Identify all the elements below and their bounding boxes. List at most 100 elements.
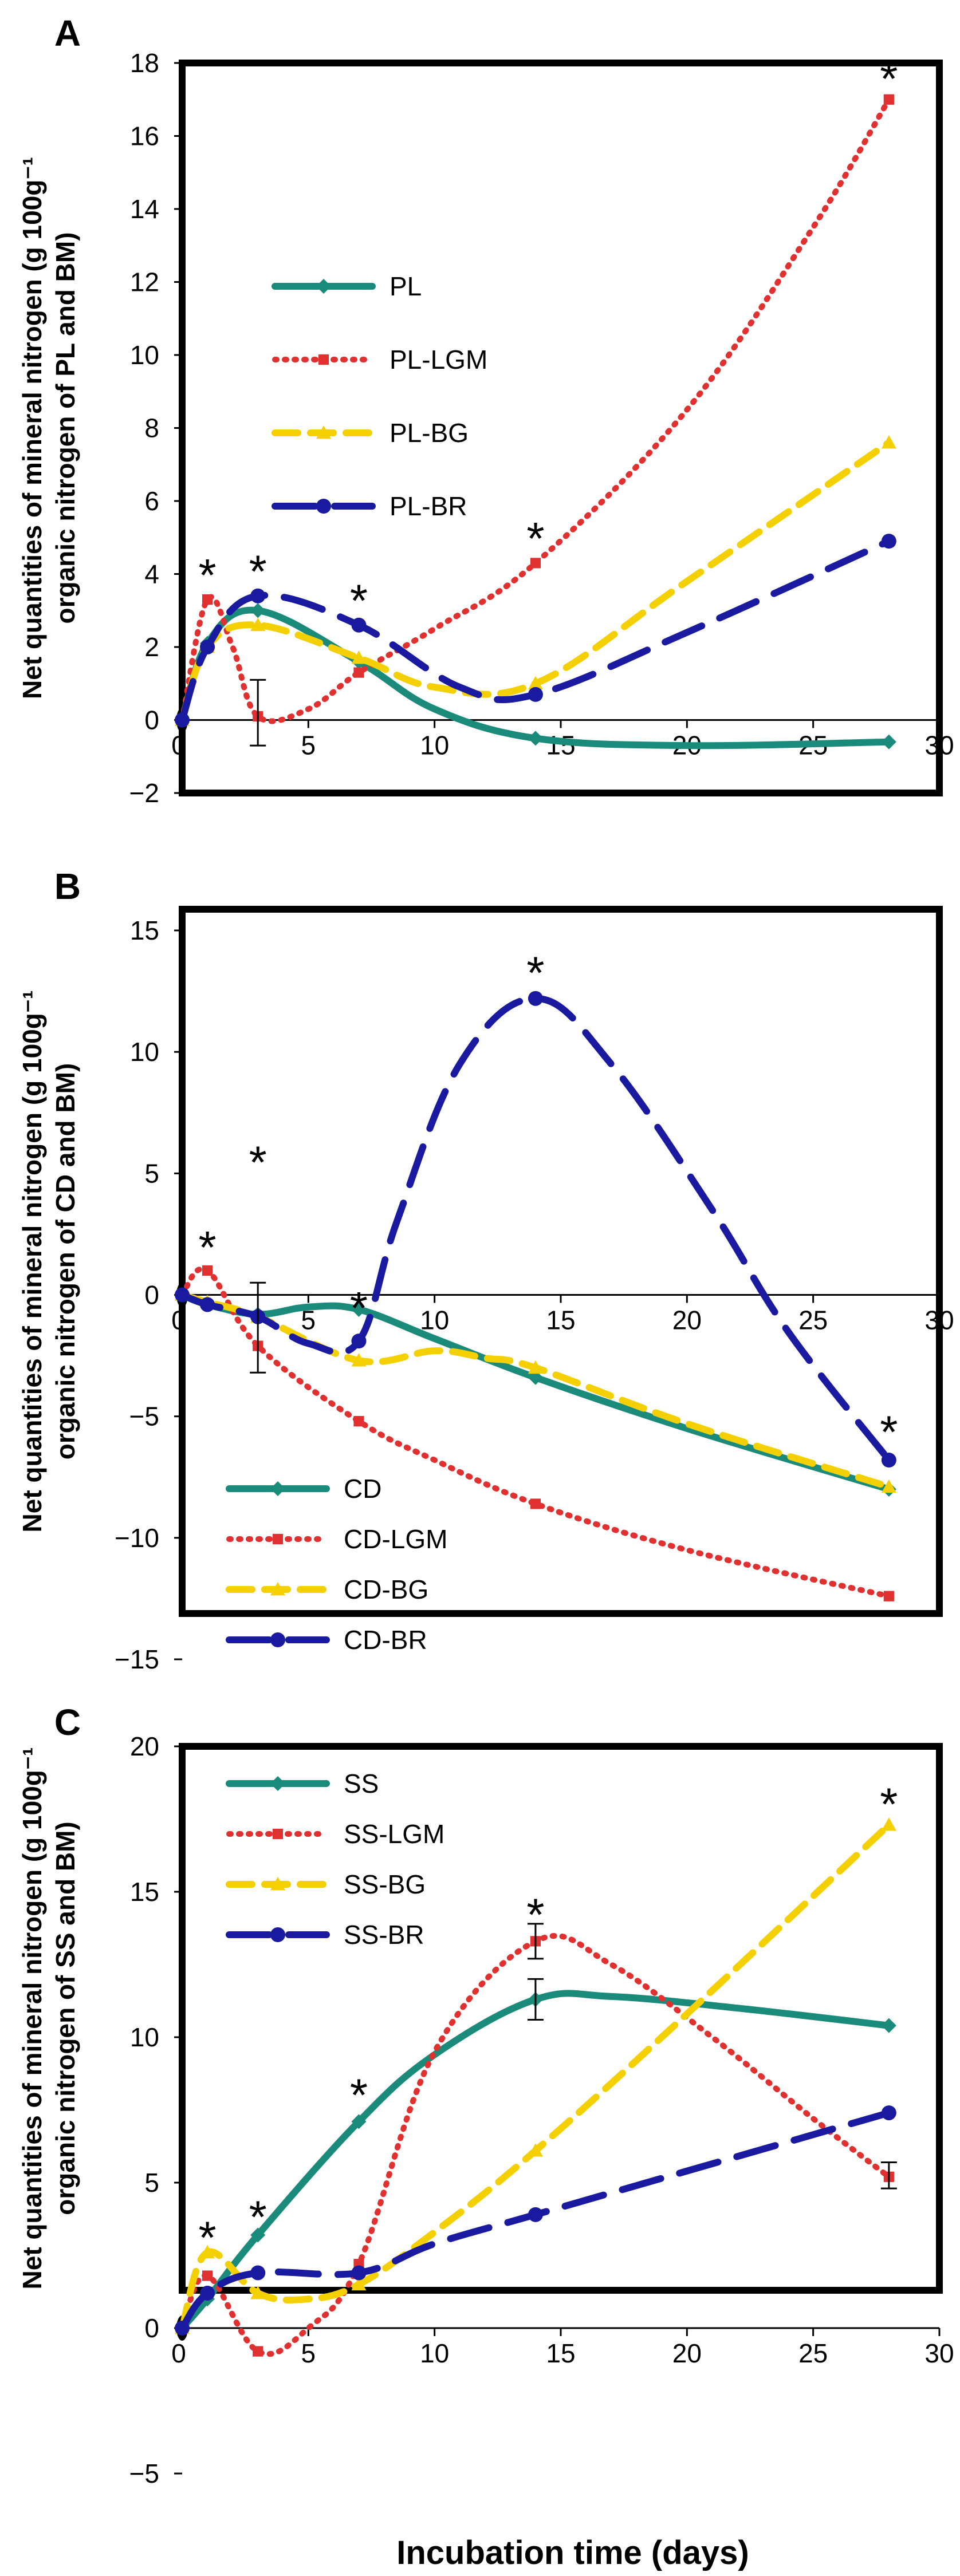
significance-marker: * — [198, 1222, 216, 1273]
data-point — [202, 1265, 213, 1276]
legend-marker-cd-lgm — [272, 1533, 284, 1545]
data-point — [250, 2265, 266, 2281]
y-tick-label: 14 — [130, 194, 159, 224]
legend-label-ss-lgm: SS-LGM — [344, 1819, 444, 1849]
data-point — [200, 2244, 215, 2259]
series-line — [179, 538, 892, 724]
legend-marker-ss-bg — [270, 1877, 285, 1891]
y-axis-label-line-1: Net quantities of mineral nitrogen (g 10… — [17, 157, 47, 699]
x-tick-label: 5 — [301, 2338, 316, 2368]
data-point — [881, 534, 896, 549]
significance-marker: * — [350, 575, 368, 626]
significance-marker: * — [249, 1137, 267, 1188]
y-tick-label: 20 — [130, 1731, 159, 1761]
y-tick-label: 5 — [144, 1158, 159, 1188]
legend-label-pl: PL — [389, 271, 422, 301]
legend-label-pl-bg: PL-BG — [389, 418, 469, 448]
data-point — [528, 2207, 543, 2222]
x-tick-label: 10 — [420, 2338, 449, 2368]
legend-label-ss: SS — [344, 1769, 379, 1798]
legend-marker-pl-bg — [316, 425, 331, 439]
significance-marker: * — [198, 2212, 216, 2263]
legend-label-pl-br: PL-BR — [389, 491, 467, 521]
significance-marker: * — [198, 550, 216, 601]
legend-marker-pl-br — [316, 499, 331, 514]
data-point — [881, 1479, 896, 1493]
data-point — [250, 588, 266, 603]
data-point — [353, 1416, 364, 1427]
legend-label-cd-br: CD-BR — [344, 1625, 427, 1655]
legend-marker-pl-lgm — [318, 354, 329, 365]
x-tick-label: 20 — [672, 1305, 702, 1335]
legend-marker-cd-br — [270, 1632, 285, 1647]
significance-marker: * — [350, 2069, 368, 2120]
data-point — [253, 2346, 263, 2357]
legend-label-pl-lgm: PL-LGM — [389, 345, 487, 374]
y-tick-label: 15 — [130, 916, 159, 945]
significance-marker: * — [350, 1283, 368, 1334]
y-axis-label-line-2: organic nitrogen of PL and BM) — [50, 232, 80, 624]
plot-frame — [179, 906, 943, 1617]
legend-label-cd-lgm: CD-LGM — [344, 1524, 447, 1554]
x-tick-label: 10 — [420, 731, 449, 760]
series-line — [179, 1932, 892, 2357]
significance-marker: * — [880, 1406, 898, 1457]
data-point — [202, 2270, 213, 2281]
series-line — [179, 1291, 892, 1493]
y-tick-label: 18 — [130, 48, 159, 78]
panel-letter: B — [54, 866, 81, 907]
x-tick-label: 0 — [171, 1305, 186, 1335]
data-point — [351, 617, 367, 633]
data-point — [528, 1370, 543, 1385]
significance-marker: * — [249, 2192, 267, 2243]
series-cd-br — [175, 991, 896, 1468]
data-point — [881, 435, 896, 449]
series-line — [179, 606, 892, 749]
data-point — [250, 2227, 266, 2243]
panel-letter: A — [54, 13, 81, 54]
x-axis-label: Incubation time (days) — [396, 2534, 749, 2571]
data-point — [353, 667, 364, 678]
data-point — [200, 640, 215, 654]
y-tick-label: 5 — [144, 2168, 159, 2198]
data-point — [883, 1591, 894, 1601]
series-cd — [175, 1287, 896, 1497]
legend: CD CD-LGM CD-BG CD-BR — [226, 1474, 447, 1655]
series-line — [179, 1990, 892, 2332]
significance-marker: * — [526, 513, 544, 564]
significance-marker: * — [526, 947, 544, 998]
y-tick-label: −2 — [129, 778, 159, 808]
legend-label-cd: CD — [344, 1474, 381, 1504]
data-point — [175, 2321, 190, 2336]
y-tick-label: 6 — [144, 486, 159, 516]
series-line — [179, 439, 892, 724]
data-point — [200, 1297, 215, 1312]
data-point — [881, 1817, 896, 1831]
data-point — [881, 2105, 896, 2121]
data-point — [351, 2277, 367, 2291]
data-point — [250, 2286, 266, 2299]
data-point — [175, 712, 190, 728]
data-point — [528, 731, 543, 746]
y-tick-label: 2 — [144, 632, 159, 662]
y-tick-label: 10 — [130, 1037, 159, 1067]
legend-marker-cd-bg — [270, 1582, 285, 1596]
series-ss-br — [175, 2105, 896, 2336]
legend-marker-ss-lgm — [272, 1828, 284, 1840]
panel-c: C 5 10 15 20 25 30 0 −5 0 5 10 15 20 Net quantities of… — [17, 1702, 954, 2488]
y-axis-label-line-1: Net quantities of mineral nitrogen (g 10… — [17, 991, 47, 1533]
panel-letter: C — [54, 1702, 81, 1743]
series-line — [179, 96, 892, 724]
x-tick-label: 0 — [171, 731, 186, 760]
y-tick-label: 4 — [144, 559, 159, 589]
x-tick-label: 30 — [924, 731, 954, 760]
legend: PL PL-LGM PL-BG PL-BR — [272, 271, 487, 521]
data-point — [250, 617, 266, 632]
data-point — [250, 603, 266, 618]
y-tick-label: 10 — [130, 340, 159, 370]
x-tick-label: 5 — [301, 731, 316, 760]
series-pl-br — [175, 534, 896, 728]
y-tick-label: 16 — [130, 121, 159, 151]
